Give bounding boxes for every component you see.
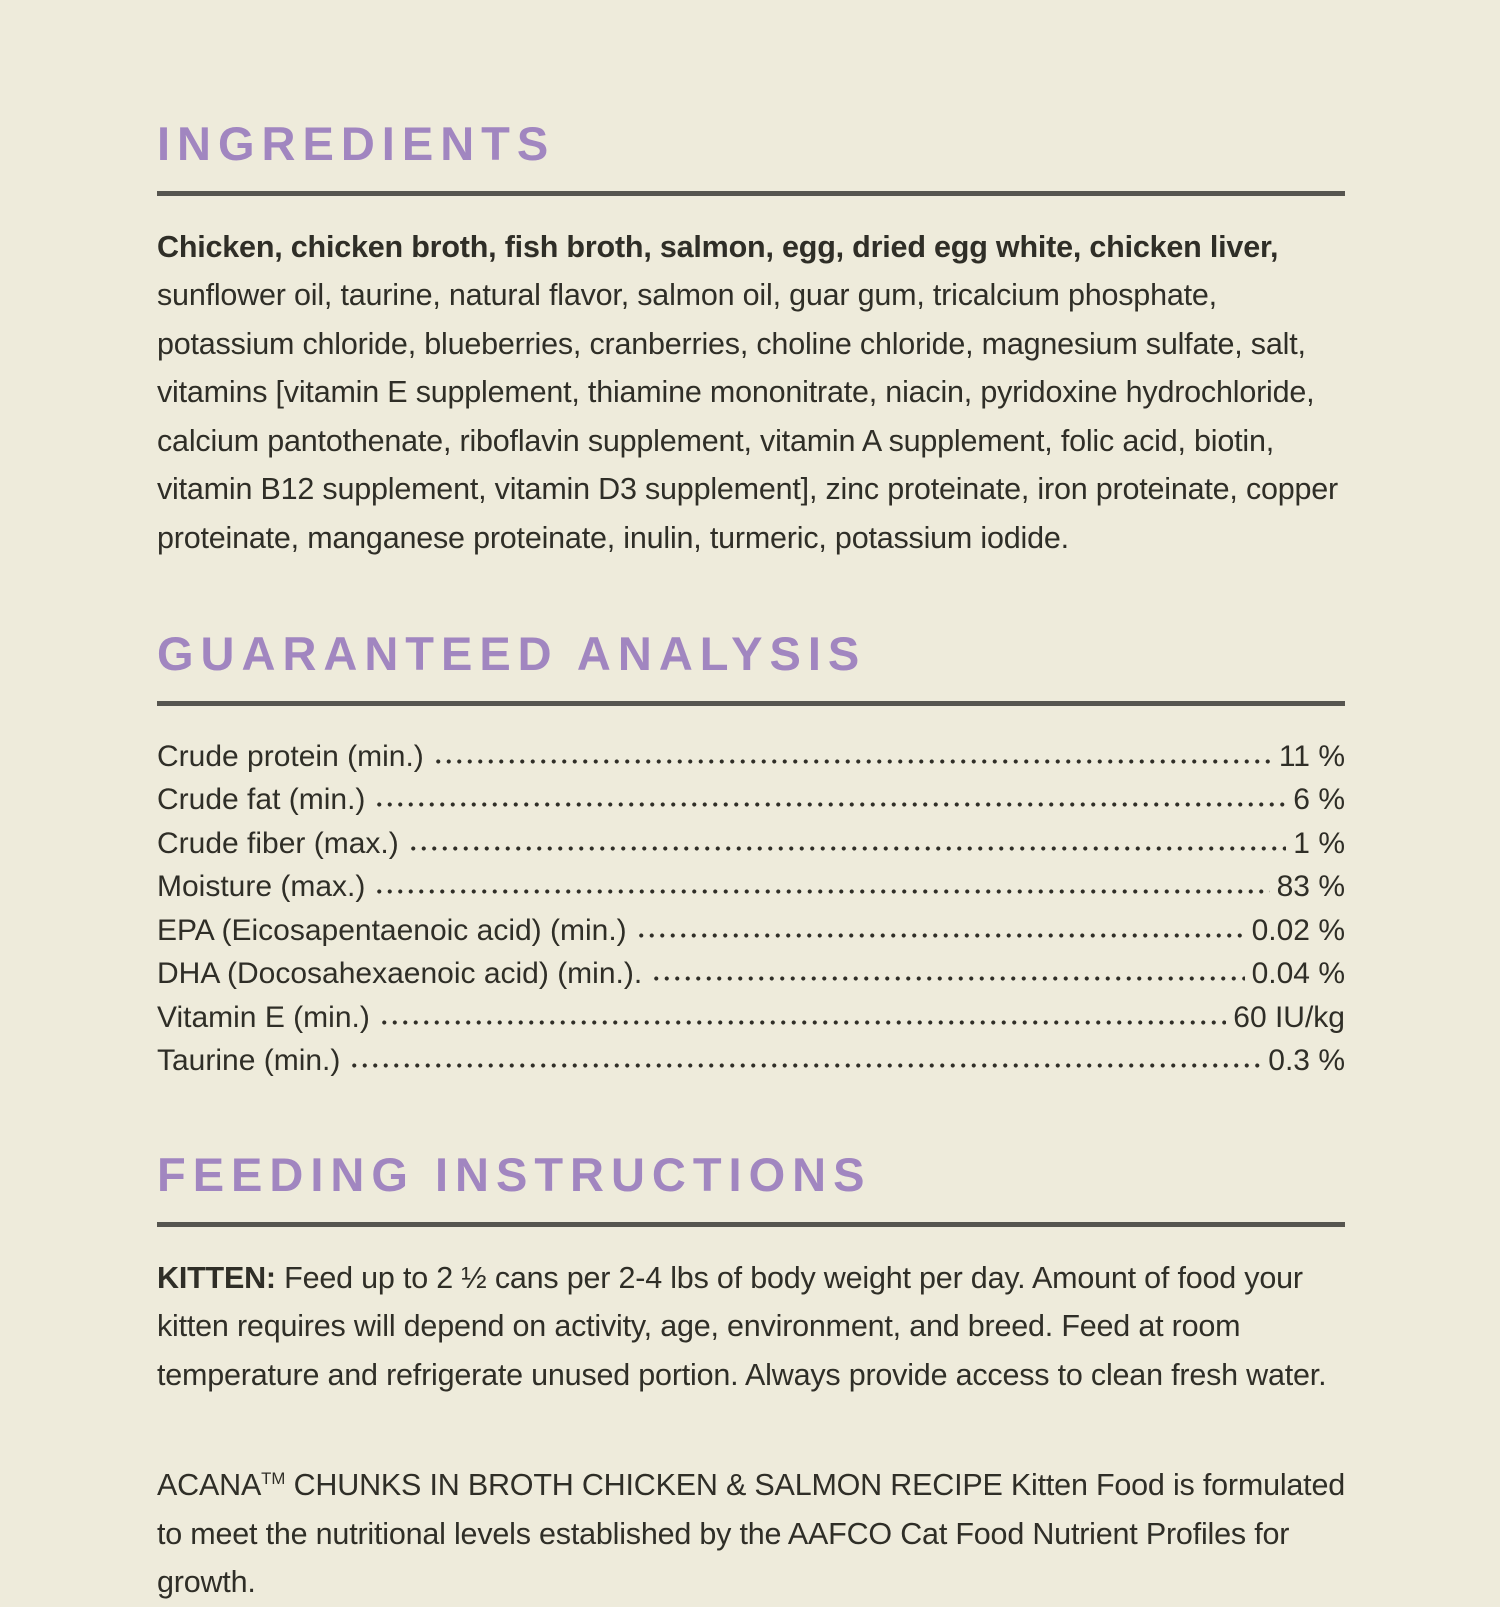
dot-leader [635, 930, 1245, 940]
dot-leader [651, 974, 1245, 984]
dot-leader [374, 800, 1287, 810]
feeding-instructions-section: FEEDING INSTRUCTIONS KITTEN: Feed up to … [157, 1149, 1345, 1607]
analysis-label: DHA (Docosahexaenoic acid) (min.). [157, 957, 643, 991]
brand-name: ACANA [157, 1468, 262, 1503]
ingredients-bold-lead: Chicken, chicken broth, fish broth, salm… [157, 229, 1279, 264]
pet-food-label-panel: INGREDIENTS Chicken, chicken broth, fish… [157, 118, 1345, 1599]
analysis-label: EPA (Eicosapentaenoic acid) (min.) [157, 913, 627, 947]
analysis-row: Crude fiber (max.) 1 % [157, 822, 1345, 866]
analysis-label: Crude protein (min.) [157, 739, 424, 773]
analysis-label: Crude fat (min.) [157, 783, 366, 817]
ingredients-paragraph: Chicken, chicken broth, fish broth, salm… [157, 223, 1345, 563]
analysis-value: 60 IU/kg [1233, 1000, 1345, 1034]
analysis-value: 0.04 % [1251, 957, 1345, 991]
analysis-value: 6 % [1293, 783, 1345, 817]
guaranteed-analysis-section: GUARANTEED ANALYSIS Crude protein (min.)… [157, 628, 1345, 1083]
ingredients-heading: INGREDIENTS [157, 117, 556, 170]
analysis-label: Moisture (max.) [157, 870, 366, 904]
section-divider [157, 1221, 1345, 1227]
dot-leader [378, 1017, 1227, 1027]
guaranteed-analysis-heading: GUARANTEED ANALYSIS [157, 627, 867, 681]
kitten-feeding-paragraph: KITTEN: Feed up to 2 ½ cans per 2-4 lbs … [157, 1254, 1345, 1400]
dot-leader [432, 756, 1272, 766]
analysis-row: EPA (Eicosapentaenoic acid) (min.) 0.02 … [157, 909, 1345, 953]
kitten-feeding-text: Feed up to 2 ½ cans per 2-4 lbs of body … [157, 1260, 1327, 1392]
dot-leader [349, 1061, 1262, 1071]
aafco-statement-paragraph: ACANATM CHUNKS IN BROTH CHICKEN & SALMON… [157, 1455, 1345, 1607]
aafco-statement-text: CHUNKS IN BROTH CHICKEN & SALMON RECIPE … [157, 1468, 1345, 1600]
analysis-value: 1 % [1293, 826, 1345, 860]
guaranteed-analysis-table: Crude protein (min.) 11 % Crude fat (min… [157, 735, 1345, 1083]
analysis-value: 0.3 % [1268, 1044, 1345, 1078]
analysis-value: 0.02 % [1251, 913, 1345, 947]
analysis-row: Crude protein (min.) 11 % [157, 735, 1345, 779]
analysis-label: Taurine (min.) [157, 1044, 341, 1078]
feeding-instructions-heading: FEEDING INSTRUCTIONS [157, 1147, 872, 1201]
dot-leader [374, 887, 1270, 897]
ingredients-body-text: sunflower oil, taurine, natural flavor, … [157, 278, 1339, 555]
section-divider [157, 190, 1345, 196]
analysis-row: Vitamin E (min.) 60 IU/kg [157, 996, 1345, 1040]
analysis-row: Crude fat (min.) 6 % [157, 778, 1345, 822]
analysis-row: Taurine (min.) 0.3 % [157, 1039, 1345, 1083]
analysis-row: Moisture (max.) 83 % [157, 865, 1345, 909]
analysis-value: 11 % [1278, 739, 1345, 773]
analysis-value: 83 % [1276, 870, 1345, 904]
analysis-row: DHA (Docosahexaenoic acid) (min.). 0.04 … [157, 952, 1345, 996]
trademark-symbol: TM [261, 1469, 286, 1489]
analysis-label: Crude fiber (max.) [157, 826, 399, 860]
section-divider [157, 700, 1345, 706]
analysis-label: Vitamin E (min.) [157, 1000, 370, 1034]
dot-leader [407, 843, 1287, 853]
ingredients-section: INGREDIENTS Chicken, chicken broth, fish… [157, 118, 1345, 562]
kitten-label: KITTEN: [157, 1260, 276, 1295]
